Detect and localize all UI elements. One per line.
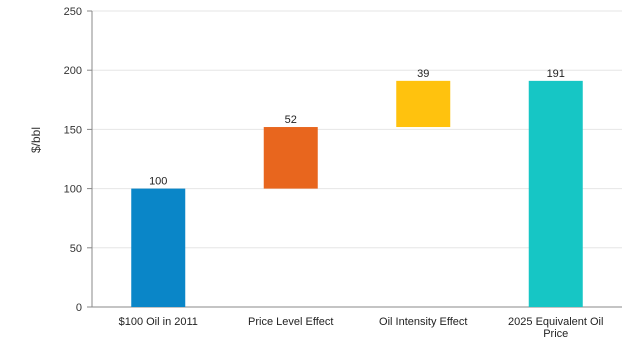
data-label-0: 100: [149, 176, 167, 188]
bar-0: [131, 188, 186, 307]
category-label-3-line-0: 2025 Equivalent Oil: [508, 316, 603, 328]
bar-1: [263, 127, 318, 189]
category-label-2: Oil Intensity Effect: [379, 316, 467, 328]
category-label-1: Price Level Effect: [248, 316, 333, 328]
y-tick-label-2: 100: [64, 184, 82, 196]
y-tick-label-5: 250: [64, 6, 82, 18]
y-tick-label-0: 0: [76, 302, 82, 314]
category-labels: $100 Oil in 2011 Price Level Effect Oil In…: [119, 316, 604, 340]
y-tick-label-3: 150: [64, 124, 82, 136]
bars: [131, 80, 583, 307]
data-label-2: 39: [417, 68, 429, 80]
category-label-0: $100 Oil in 2011: [119, 316, 198, 328]
data-labels: 100 52 39 191: [149, 68, 565, 188]
y-tick-label-4: 200: [64, 65, 82, 77]
y-tick-label-1: 50: [70, 243, 82, 255]
bar-2: [396, 80, 451, 128]
y-axis-label: $/bbl: [29, 127, 43, 153]
category-label-3-line-1: Price: [543, 328, 568, 340]
y-tick-labels: 0 50 100 150 200 250: [64, 6, 82, 314]
bar-3: [528, 80, 583, 307]
data-label-1: 52: [285, 114, 297, 126]
data-label-3: 191: [547, 68, 565, 80]
